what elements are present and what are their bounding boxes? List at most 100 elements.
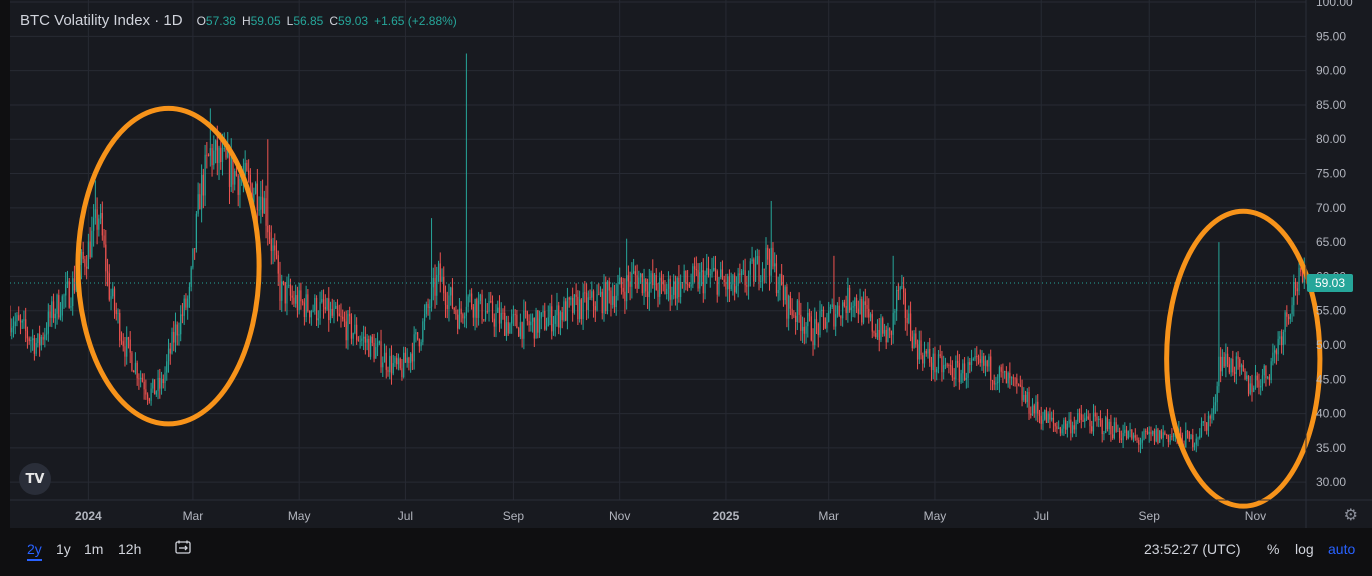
- range-1y-button[interactable]: 1y: [56, 541, 71, 557]
- candle-body: [960, 373, 962, 383]
- candle-body: [753, 259, 755, 282]
- candle-body: [40, 336, 42, 346]
- candle-body: [481, 294, 483, 320]
- chart-legend: BTC Volatility Index · 1D O 57.38 H 59.0…: [20, 12, 457, 29]
- percent-scale-toggle[interactable]: %: [1267, 541, 1280, 557]
- candle-body: [890, 330, 893, 335]
- candle-body: [153, 379, 156, 395]
- candle-body: [1195, 438, 1197, 445]
- candle-body: [364, 336, 366, 343]
- candle-body: [162, 378, 164, 384]
- y-tick-label: 95.00: [1316, 29, 1346, 43]
- candle-body: [443, 277, 445, 294]
- tradingview-logo-icon[interactable]: TV: [19, 463, 51, 495]
- candle-body: [427, 303, 429, 308]
- chart-area[interactable]: 30.0035.0040.0045.0050.0055.0060.0065.00…: [10, 0, 1372, 528]
- candle-body: [356, 324, 358, 340]
- candle-body: [342, 316, 344, 319]
- candle-body: [413, 334, 415, 362]
- candle-body: [1096, 416, 1098, 421]
- y-tick-label: 80.00: [1316, 132, 1346, 146]
- utc-clock[interactable]: 23:52:27 (UTC): [1144, 541, 1241, 557]
- candle-body: [798, 300, 800, 315]
- candle-body: [303, 302, 305, 317]
- candle-body: [1216, 386, 1218, 403]
- candle-body: [436, 274, 438, 296]
- low-label: L: [286, 14, 294, 28]
- candle-body: [889, 328, 891, 331]
- candle-body: [922, 355, 924, 364]
- range-1m-button[interactable]: 1m: [84, 541, 104, 557]
- range-12h-button[interactable]: 12h: [118, 541, 142, 557]
- candle-body: [1071, 425, 1074, 434]
- candle-body: [119, 313, 121, 341]
- candle-body: [751, 259, 753, 262]
- candle-body: [1214, 402, 1217, 406]
- candle-body: [1218, 356, 1220, 387]
- candle-body: [963, 363, 966, 381]
- candle-body: [314, 297, 316, 311]
- candle-body: [220, 147, 222, 163]
- candle-body: [1014, 377, 1016, 379]
- candle-body: [430, 287, 433, 307]
- candle-body: [396, 357, 398, 365]
- candle-body: [1148, 431, 1150, 435]
- candle-body: [256, 183, 258, 211]
- candle-body: [1145, 430, 1147, 432]
- candle-body: [376, 343, 379, 348]
- candle-body: [626, 275, 628, 302]
- candle-body: [1225, 353, 1227, 367]
- candle-body: [754, 263, 757, 282]
- candle-body: [568, 297, 570, 300]
- candle-body: [1152, 430, 1154, 435]
- candle-body: [1106, 417, 1109, 429]
- candle-body: [514, 314, 516, 315]
- candle-body: [155, 391, 157, 395]
- candle-body: [1179, 428, 1182, 436]
- candle-body: [483, 319, 485, 321]
- candle-body: [829, 306, 832, 312]
- candle-body: [1253, 387, 1255, 392]
- range-2y-button[interactable]: 2y: [27, 541, 42, 561]
- calendar-range-icon[interactable]: [175, 540, 191, 554]
- candle-body: [617, 284, 619, 296]
- candle-body: [136, 362, 138, 379]
- log-scale-toggle[interactable]: log: [1295, 541, 1314, 557]
- candle-body: [206, 154, 208, 156]
- candle-body: [460, 308, 462, 315]
- candle-body: [235, 171, 238, 176]
- candle-body: [1232, 359, 1234, 373]
- candle-body: [650, 273, 652, 283]
- candle-body: [502, 312, 504, 314]
- candle-body: [307, 294, 309, 311]
- candle-body: [923, 350, 926, 364]
- candle-body: [1228, 364, 1230, 373]
- candle-body: [847, 287, 849, 314]
- candle-body: [1052, 417, 1055, 424]
- candle-body: [1005, 371, 1007, 384]
- candle-body: [446, 304, 448, 309]
- candle-body: [1103, 432, 1105, 435]
- candle-body: [1094, 412, 1096, 417]
- candle-body: [721, 269, 724, 280]
- auto-scale-toggle[interactable]: auto: [1328, 541, 1356, 557]
- candle-body: [98, 218, 100, 230]
- candle-body: [903, 286, 905, 293]
- candle-body: [349, 313, 351, 317]
- gear-icon[interactable]: ⚙: [1343, 505, 1358, 524]
- candle-body: [760, 280, 762, 282]
- candle-body: [735, 286, 737, 293]
- candle-body: [676, 277, 678, 299]
- candle-body: [970, 360, 973, 366]
- candle-body: [936, 369, 938, 373]
- candle-body: [455, 309, 457, 315]
- candle-body: [366, 338, 368, 343]
- candle-body: [1019, 384, 1021, 387]
- candle-body: [1044, 409, 1046, 420]
- candle-body: [18, 315, 20, 321]
- candle-body: [993, 380, 995, 385]
- candle-body: [925, 350, 927, 354]
- candle-body: [1035, 401, 1037, 414]
- candlestick-chart[interactable]: 30.0035.0040.0045.0050.0055.0060.0065.00…: [10, 0, 1372, 528]
- candle-body: [309, 310, 311, 318]
